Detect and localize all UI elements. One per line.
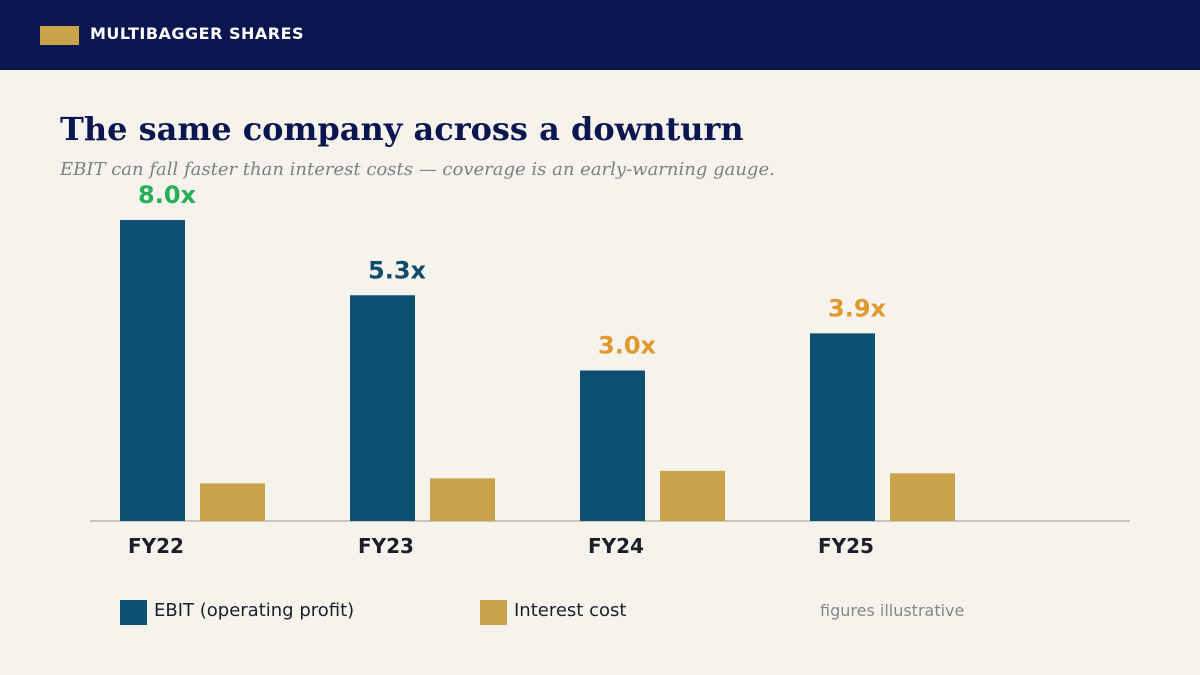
- legend-label-interest: Interest cost: [514, 600, 627, 621]
- bar-ebit-operating-profit-fy24: [580, 370, 645, 521]
- legend-label-ebit: EBIT (operating profit): [154, 600, 355, 621]
- top-banner: MULTIBAGGER SHARES: [0, 0, 1200, 70]
- legend-swatch-interest: [480, 600, 507, 625]
- bar-interest-cost-fy25: [890, 473, 955, 521]
- legend-swatch-ebit: [120, 600, 147, 625]
- figures-note: figures illustrative: [820, 601, 965, 620]
- bar-interest-cost-fy22: [200, 483, 265, 521]
- x-tick-label-fy22: FY22: [128, 534, 184, 558]
- bar-interest-cost-fy23: [430, 478, 495, 521]
- coverage-label-fy25: 3.9x: [828, 294, 887, 322]
- x-tick-label-fy24: FY24: [588, 534, 644, 558]
- x-tick-label-fy23: FY23: [358, 534, 414, 558]
- chart-subtitle: EBIT can fall faster than interest costs…: [60, 159, 775, 180]
- coverage-label-fy24: 3.0x: [598, 332, 657, 360]
- bar-ebit-operating-profit-fy25: [810, 333, 875, 521]
- bar-ebit-operating-profit-fy23: [350, 295, 415, 521]
- chart-title: The same company across a downturn: [60, 110, 744, 148]
- x-tick-label-fy25: FY25: [818, 534, 874, 558]
- coverage-label-fy22: 8.0x: [138, 181, 197, 209]
- bar-ebit-operating-profit-fy22: [120, 220, 185, 521]
- coverage-label-fy23: 5.3x: [368, 256, 427, 284]
- bar-interest-cost-fy24: [660, 470, 725, 521]
- brand-name: MULTIBAGGER SHARES: [90, 24, 305, 43]
- brand-logo-mark: [40, 26, 79, 45]
